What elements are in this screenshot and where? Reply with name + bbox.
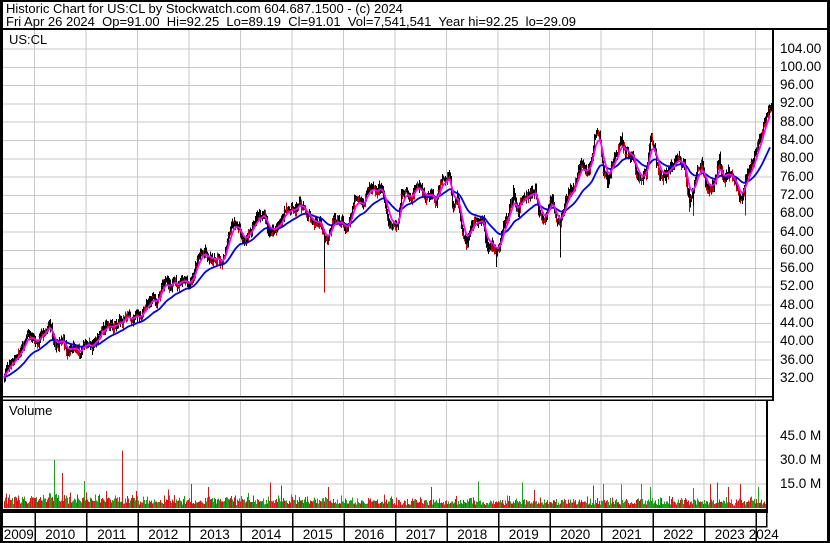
price-axis-label: 68.00 (780, 205, 814, 221)
volume-axis-label: 45.0 M (780, 427, 822, 443)
year-axis-label: 2015 (302, 526, 333, 542)
volume-pane-label: Volume (9, 403, 53, 418)
price-axis-label: 104.00 (780, 40, 822, 56)
price-axis-label: 60.00 (780, 241, 814, 257)
year-axis-label: 2014 (251, 526, 282, 542)
price-axis-label: 72.00 (780, 186, 814, 202)
price-axis-label: 100.00 (780, 58, 822, 74)
symbol-label: US:CL (9, 32, 48, 47)
price-axis-label: 44.00 (780, 315, 814, 330)
year-axis-label: 2013 (199, 526, 230, 542)
year-axis-label: 2019 (508, 526, 539, 542)
year-axis-label: 2024 (748, 526, 779, 542)
price-axis-label: 80.00 (780, 150, 814, 166)
price-axis-label: 96.00 (780, 77, 814, 93)
price-axis-label: 84.00 (780, 132, 814, 147)
price-axis-label: 36.00 (780, 351, 814, 367)
volume-axis-label: 30.0 M (780, 451, 822, 467)
price-axis-label: 88.00 (780, 113, 814, 129)
year-axis-label: 2010 (45, 526, 76, 542)
year-axis-label: 2020 (560, 526, 591, 542)
price-axis-label: 92.00 (780, 95, 814, 111)
price-axis-label: 40.00 (780, 333, 814, 349)
chart-title-line1: Historic Chart for US:CL by Stockwatch.c… (6, 1, 403, 16)
year-axis-label: 2018 (457, 526, 488, 542)
year-axis-label: 2022 (663, 526, 694, 542)
year-axis-label: 2012 (148, 526, 179, 542)
year-axis-label: 2016 (354, 526, 385, 542)
year-axis-label: 2011 (97, 526, 127, 542)
volume-axis-label: 15.0 M (780, 475, 822, 491)
price-axis-label: 52.00 (780, 278, 814, 294)
chart-title-line2: Fri Apr 26 2024 Op=91.00 Hi=92.25 Lo=89.… (6, 14, 576, 29)
price-axis-label: 48.00 (780, 296, 814, 312)
price-axis-label: 56.00 (780, 260, 814, 276)
price-axis-label: 64.00 (780, 223, 814, 239)
year-axis-label: 2021 (611, 526, 642, 542)
price-axis-label: 76.00 (780, 168, 814, 184)
year-axis-label: 2017 (405, 526, 436, 542)
price-axis-label: 32.00 (780, 369, 814, 385)
year-axis-label: 2009 (3, 526, 34, 542)
year-axis-label: 2023 (714, 526, 745, 542)
